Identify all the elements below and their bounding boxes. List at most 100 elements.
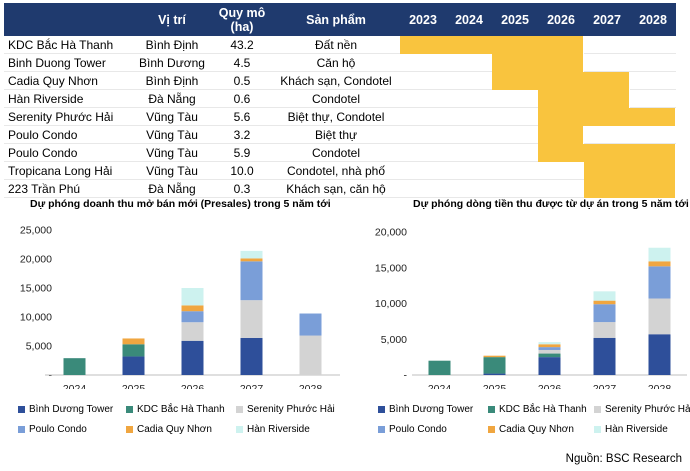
y-tick-label: 15,000 <box>375 262 407 274</box>
header-location: Vị trí <box>158 12 186 27</box>
bar-segment <box>181 288 204 306</box>
bar-segment <box>122 344 145 357</box>
table-row: Binh Duong Tower Bình Dương 4.5 Căn hộ <box>4 54 676 72</box>
legend-item: Hàn Riverside <box>236 424 310 435</box>
legend-swatch <box>488 426 495 433</box>
legend-item: Hàn Riverside <box>594 424 668 435</box>
project-product: Khách sạn, Condotel <box>280 74 392 88</box>
bar-segment <box>593 337 616 375</box>
project-product: Đất nền <box>314 38 358 52</box>
table-row: 223 Trần Phú Đà Nẵng 0.3 Khách sạn, căn hộ <box>4 180 676 198</box>
legend-swatch <box>378 426 385 433</box>
legend-item: Poulo Condo <box>18 424 87 435</box>
project-product: Condotel, nhà phố <box>286 164 386 178</box>
project-location: Bình Dương <box>139 56 205 70</box>
timeline-bar <box>538 144 676 162</box>
y-tick-label: 5,000 <box>26 341 52 353</box>
project-name: Serenity Phước Hải <box>8 110 114 124</box>
table-row: Tropicana Long Hải Vũng Tàu 10.0 Condotel, … <box>4 162 676 180</box>
project-name: KDC Bắc Hà Thanh <box>8 38 114 52</box>
project-size: 0.3 <box>233 182 251 196</box>
bar-segment <box>181 322 204 341</box>
table-row: Hàn Riverside Đà Nẵng 0.6 Condotel <box>4 90 676 108</box>
project-product: Căn hộ <box>316 56 356 70</box>
bar-segment <box>593 300 616 305</box>
project-size: 0.5 <box>233 74 251 88</box>
project-product: Condotel <box>311 146 361 160</box>
project-product: Condotel <box>311 92 361 106</box>
project-name: Hàn Riverside <box>8 92 84 106</box>
project-product: Biệt thự, Condotel <box>287 110 385 124</box>
presales-chart-title: Dự phóng doanh thu mở bán mới (Presales)… <box>30 198 331 210</box>
bar-segment <box>593 322 616 338</box>
project-location: Đà Nẵng <box>148 92 196 106</box>
legend-label: Bình Dương Tower <box>389 404 474 415</box>
x-tick-label: 2025 <box>122 383 146 389</box>
legend-label: Bình Dương Tower <box>29 404 114 415</box>
project-location: Đà Nẵng <box>148 182 196 196</box>
legend-label: Hàn Riverside <box>605 424 668 435</box>
timeline-bar <box>584 180 676 198</box>
x-tick-label: 2024 <box>63 383 87 389</box>
legend-label: Serenity Phước Hải <box>247 404 335 415</box>
bar-segment <box>593 304 616 323</box>
project-timeline-table: Vị trí Quy mô (ha) Sản phẩm 2023 2024 2025… <box>4 3 676 198</box>
project-size: 10.0 <box>230 164 254 178</box>
legend-item: KDC Bắc Hà Thanh <box>488 404 587 415</box>
cashflow-chart: - 5,000 10,000 15,000 20,000 2024 2025 2026 2027… <box>375 227 687 389</box>
project-name: Poulo Condo <box>8 146 78 160</box>
legend-item: Serenity Phước Hải <box>236 404 335 415</box>
header-year-2024: 2024 <box>455 12 483 27</box>
header-year-2026: 2026 <box>547 12 575 27</box>
project-location: Vũng Tàu <box>146 128 198 142</box>
legend-swatch <box>126 426 133 433</box>
project-name: Binh Duong Tower <box>8 56 106 70</box>
legend-item: Bình Dương Tower <box>18 404 113 415</box>
bar-segment <box>122 338 145 345</box>
timeline-bar <box>538 108 676 126</box>
timeline-bar <box>584 162 676 180</box>
legend-label: KDC Bắc Hà Thanh <box>137 404 225 415</box>
header-year-2028: 2028 <box>639 12 667 27</box>
bar-segment <box>538 349 561 354</box>
legend-swatch <box>236 426 243 433</box>
table-row: Serenity Phước Hải Vũng Tàu 5.6 Biệt thự, C… <box>4 108 676 126</box>
presales-chart: -5,00010,00015,00020,00025,0002024202520… <box>20 225 340 389</box>
x-tick-label: 2024 <box>428 383 452 389</box>
y-tick-label: - <box>404 370 408 382</box>
table-header: Vị trí Quy mô (ha) Sản phẩm 2023 2024 2025… <box>4 3 676 36</box>
project-location: Bình Định <box>145 38 199 52</box>
legend-swatch <box>126 406 133 413</box>
bar-segment <box>428 360 451 375</box>
legend-item: KDC Bắc Hà Thanh <box>126 404 225 415</box>
project-location: Vũng Tàu <box>146 164 198 178</box>
bar-segment <box>181 311 204 323</box>
y-tick-label: 10,000 <box>375 298 407 310</box>
x-tick-label: 2028 <box>299 383 323 389</box>
project-location: Vũng Tàu <box>146 146 198 160</box>
y-tick-label: 15,000 <box>20 283 52 295</box>
x-tick-label: 2026 <box>538 383 562 389</box>
y-tick-label: 20,000 <box>20 254 52 266</box>
timeline-bar <box>538 90 630 108</box>
bar-segment <box>538 347 561 350</box>
timeline-bar <box>538 126 584 144</box>
header-year-2023: 2023 <box>409 12 437 27</box>
table-row: Poulo Condo Vũng Tàu 3.2 Biệt thự <box>4 126 676 144</box>
legend-swatch <box>488 406 495 413</box>
header-year-2027: 2027 <box>593 12 621 27</box>
legend-item: Cadia Quy Nhơn <box>488 424 574 435</box>
x-tick-label: 2025 <box>483 383 507 389</box>
bar-segment <box>648 261 671 267</box>
x-tick-label: 2027 <box>240 383 264 389</box>
bar-segment <box>538 344 561 348</box>
table-body: KDC Bắc Hà Thanh Bình Định 43.2 Đất nền Binh… <box>4 36 676 198</box>
bar-segment <box>181 340 204 375</box>
project-name: Poulo Condo <box>8 128 78 142</box>
bar-segment <box>240 337 263 375</box>
project-size: 5.6 <box>233 110 251 124</box>
bar-segment <box>240 300 263 338</box>
bar-segment <box>648 298 671 335</box>
legend-swatch <box>236 406 243 413</box>
project-product: Khách sạn, căn hộ <box>286 182 386 196</box>
